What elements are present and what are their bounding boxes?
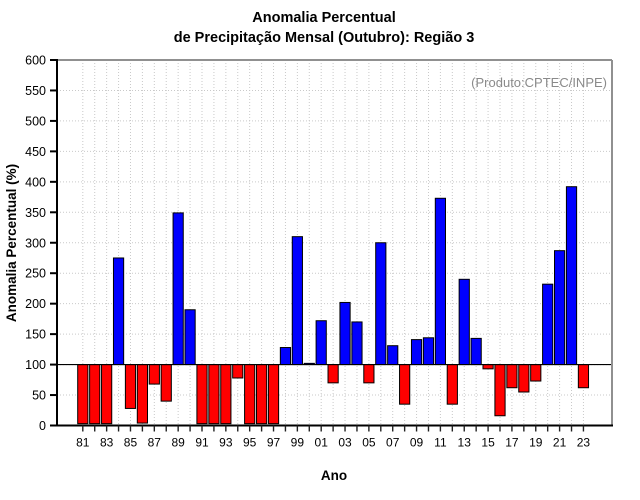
axis-ticks xyxy=(50,59,585,432)
ytick-label-50: 50 xyxy=(32,389,46,403)
xtick-label-03: 03 xyxy=(338,436,352,450)
xtick-label-99: 99 xyxy=(291,436,305,450)
bar-1981 xyxy=(77,364,89,425)
ytick-label-600: 600 xyxy=(25,54,46,68)
bar-2011 xyxy=(434,197,446,366)
ytick-label-150: 150 xyxy=(25,328,46,342)
bar-1998 xyxy=(279,347,292,366)
x-tick-labels: 81 83 85 87 89 91 93 95 97 99 01 03 05 07 09 11 13 15 17 19… xyxy=(76,436,590,450)
ytick-label-550: 550 xyxy=(25,84,46,98)
bar-2002 xyxy=(327,364,339,384)
bar-2020 xyxy=(542,283,554,366)
xtick-label-91: 91 xyxy=(195,436,209,450)
bar-2015 xyxy=(482,364,494,370)
bar-1995 xyxy=(244,364,256,425)
bar-1985 xyxy=(124,364,137,409)
bar-2013 xyxy=(458,278,470,366)
chart-title: Anomalia Percentual de Precipitação Mens… xyxy=(0,8,640,48)
xtick-label-13: 13 xyxy=(458,436,472,450)
bar-1997 xyxy=(267,364,280,425)
ytick-label-100: 100 xyxy=(25,358,46,372)
xtick-label-87: 87 xyxy=(148,436,162,450)
ytick-label-500: 500 xyxy=(25,114,46,128)
bar-2006 xyxy=(375,242,387,366)
bar-2012 xyxy=(446,364,458,405)
xtick-label-01: 01 xyxy=(315,436,329,450)
bar-2022 xyxy=(565,186,578,366)
bar-1990 xyxy=(184,309,196,366)
bar-2023 xyxy=(577,364,590,389)
bar-2021 xyxy=(554,250,566,366)
y-tick-labels: 0 50 100 150 200 250 300 350 400 450 500 550 600 xyxy=(25,54,46,434)
bar-1999 xyxy=(291,236,303,366)
bar-1993 xyxy=(220,364,232,425)
bar-2007 xyxy=(387,345,399,366)
bar-2009 xyxy=(410,339,423,366)
chart-title-line2: de Precipitação Mensal (Outubro): Região… xyxy=(173,30,475,46)
ytick-label-400: 400 xyxy=(25,175,46,189)
bar-2017 xyxy=(506,364,518,389)
ytick-label-350: 350 xyxy=(25,206,46,220)
ytick-label-300: 300 xyxy=(25,236,46,250)
xtick-label-23: 23 xyxy=(577,436,591,450)
bar-2004 xyxy=(351,321,363,366)
ytick-label-0: 0 xyxy=(39,419,46,433)
xtick-label-09: 09 xyxy=(410,436,424,450)
xtick-label-83: 83 xyxy=(100,436,114,450)
xtick-label-07: 07 xyxy=(386,436,400,450)
bar-1989 xyxy=(172,212,184,366)
bar-2010 xyxy=(422,337,435,366)
bar-1987 xyxy=(148,364,160,385)
y-axis-title: Anomalia Percentual (%) xyxy=(4,164,19,322)
xtick-label-81: 81 xyxy=(76,436,90,450)
bar-1986 xyxy=(136,364,149,424)
xtick-label-89: 89 xyxy=(171,436,185,450)
xtick-label-15: 15 xyxy=(481,436,495,450)
xtick-label-93: 93 xyxy=(219,436,233,450)
xtick-label-05: 05 xyxy=(362,436,376,450)
ytick-label-200: 200 xyxy=(25,297,46,311)
bar-2001 xyxy=(315,320,327,366)
source-annotation: (Produto:CPTEC/INPE) xyxy=(471,75,607,90)
ytick-label-450: 450 xyxy=(25,145,46,159)
bar-1984 xyxy=(112,257,125,366)
xtick-label-17: 17 xyxy=(505,436,519,450)
bar-2003 xyxy=(339,301,351,366)
bar-2014 xyxy=(470,337,482,366)
bar-2019 xyxy=(530,364,542,382)
bars xyxy=(57,186,612,425)
xtick-label-85: 85 xyxy=(124,436,138,450)
xtick-label-21: 21 xyxy=(553,436,567,450)
bar-1991 xyxy=(196,364,208,425)
xtick-label-97: 97 xyxy=(267,436,281,450)
chart-title-line1: Anomalia Percentual xyxy=(252,10,396,26)
bar-1983 xyxy=(101,364,113,425)
x-axis-title: Ano xyxy=(321,468,347,483)
bar-1988 xyxy=(160,364,172,402)
bar-1994 xyxy=(232,364,244,379)
bar-1992 xyxy=(208,364,220,425)
bar-2016 xyxy=(494,364,506,417)
bar-1996 xyxy=(256,364,268,425)
bar-2005 xyxy=(363,364,375,384)
bar-2018 xyxy=(518,364,530,393)
ytick-label-250: 250 xyxy=(25,267,46,281)
bar-2008 xyxy=(399,364,411,405)
xtick-label-11: 11 xyxy=(434,436,447,450)
xtick-label-19: 19 xyxy=(529,436,543,450)
bar-1982 xyxy=(89,364,101,425)
xtick-label-95: 95 xyxy=(243,436,257,450)
